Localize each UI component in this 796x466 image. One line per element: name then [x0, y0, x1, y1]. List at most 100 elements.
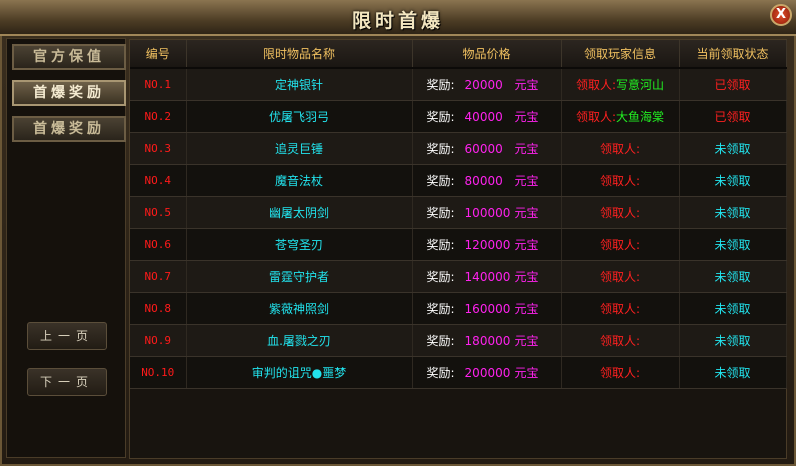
reward-label: 奖励: [426, 205, 455, 220]
price-amount: 20000 [464, 77, 503, 92]
table-row: NO.10 审判的诅咒●噩梦 奖励: 200000 元宝 领取人: 未领取 [130, 356, 787, 389]
table-row: NO.8 紫薇神照剑 奖励: 160000 元宝 领取人: 未领取 [130, 292, 787, 325]
player-cell: 领取人: [561, 292, 680, 325]
price-amount: 120000 [464, 237, 511, 252]
price-cell: 奖励: 100000 元宝 [412, 196, 562, 229]
price-cell: 奖励: 180000 元宝 [412, 324, 562, 357]
price-cell: 奖励: 160000 元宝 [412, 292, 562, 325]
claim-status: 未领取 [679, 356, 787, 389]
receiver-label: 领取人: [599, 333, 641, 348]
currency-label: 元宝 [514, 301, 539, 316]
player-cell: 领取人: [561, 228, 680, 261]
next-page-button[interactable]: 下一页 [27, 368, 107, 396]
dialog-title: 限时首爆 [351, 10, 444, 32]
reward-label: 奖励: [426, 365, 455, 380]
item-name: 紫薇神照剑 [186, 292, 413, 325]
table-row: NO.5 幽屠太阴剑 奖励: 100000 元宝 领取人: 未领取 [130, 196, 787, 229]
price-cell: 奖励: 80000 元宝 [412, 164, 562, 197]
currency-label: 元宝 [514, 269, 539, 284]
row-number: NO.6 [130, 228, 187, 261]
player-cell: 领取人:写意河山 [561, 68, 680, 101]
row-number: NO.7 [130, 260, 187, 293]
item-name: 审判的诅咒●噩梦 [186, 356, 413, 389]
item-name: 魔音法杖 [186, 164, 413, 197]
item-name: 血.屠戮之刃 [186, 324, 413, 357]
receiver-label: 领取人: [599, 141, 641, 156]
receiver-label: 领取人: [599, 173, 641, 188]
row-number: NO.2 [130, 100, 187, 133]
player-cell: 领取人: [561, 260, 680, 293]
currency-label: 元宝 [514, 205, 539, 220]
claim-status: 已领取 [679, 100, 787, 133]
player-name: 写意河山 [616, 77, 665, 92]
item-name: 追灵巨锤 [186, 132, 413, 165]
currency-label: 元宝 [514, 333, 539, 348]
reward-table: 编号 限时物品名称 物品价格 领取玩家信息 当前领取状态 NO.1 定神银针 奖励:… [130, 40, 787, 389]
claim-status: 未领取 [679, 196, 787, 229]
table-row: NO.1 定神银针 奖励: 20000 元宝 领取人:写意河山 已领取 [130, 68, 787, 101]
header-price: 物品价格 [412, 40, 562, 69]
player-cell: 领取人: [561, 196, 680, 229]
table-row: NO.4 魔音法杖 奖励: 80000 元宝 领取人: 未领取 [130, 164, 787, 197]
price-amount: 80000 [464, 173, 503, 188]
price-cell: 奖励: 40000 元宝 [412, 100, 562, 133]
price-amount: 200000 [464, 365, 511, 380]
sidebar: 官方保值 首爆奖励 首爆奖励 上一页 下一页 [6, 38, 126, 458]
price-amount: 100000 [464, 205, 511, 220]
claim-status: 未领取 [679, 228, 787, 261]
claim-status: 已领取 [679, 68, 787, 101]
row-number: NO.3 [130, 132, 187, 165]
close-button[interactable]: X [770, 4, 792, 26]
player-cell: 领取人: [561, 356, 680, 389]
sidebar-tab-official-value[interactable]: 官方保值 [12, 44, 126, 70]
price-amount: 180000 [464, 333, 511, 348]
price-amount: 160000 [464, 301, 511, 316]
row-number: NO.10 [130, 356, 187, 389]
item-name: 定神银针 [186, 68, 413, 101]
item-name: 雷霆守护者 [186, 260, 413, 293]
table-row: NO.6 苍穹圣刃 奖励: 120000 元宝 领取人: 未领取 [130, 228, 787, 261]
currency-label: 元宝 [514, 237, 539, 252]
receiver-label: 领取人: [599, 301, 641, 316]
prev-page-button[interactable]: 上一页 [27, 322, 107, 350]
reward-label: 奖励: [426, 109, 455, 124]
currency-label: 元宝 [514, 365, 539, 380]
header-player-info: 领取玩家信息 [561, 40, 680, 69]
receiver-label: 领取人: [599, 269, 641, 284]
receiver-label: 领取人: [599, 237, 641, 252]
table-row: NO.7 雷霆守护者 奖励: 140000 元宝 领取人: 未领取 [130, 260, 787, 293]
currency-label: 元宝 [514, 173, 539, 188]
receiver-label: 领取人: [599, 365, 641, 380]
reward-label: 奖励: [426, 301, 455, 316]
currency-label: 元宝 [514, 109, 539, 124]
claim-status: 未领取 [679, 324, 787, 357]
price-amount: 40000 [464, 109, 503, 124]
receiver-label: 领取人: [575, 77, 617, 92]
title-bar: 限时首爆 X [0, 0, 796, 36]
price-amount: 60000 [464, 141, 503, 156]
header-status: 当前领取状态 [679, 40, 787, 69]
player-name: 大鱼海棠 [616, 109, 665, 124]
claim-status: 未领取 [679, 164, 787, 197]
row-number: NO.9 [130, 324, 187, 357]
sidebar-tab-first-drop-reward[interactable]: 首爆奖励 [12, 80, 126, 106]
price-cell: 奖励: 20000 元宝 [412, 68, 562, 101]
claim-status: 未领取 [679, 132, 787, 165]
row-number: NO.5 [130, 196, 187, 229]
table-row: NO.3 追灵巨锤 奖励: 60000 元宝 领取人: 未领取 [130, 132, 787, 165]
reward-table-panel: 编号 限时物品名称 物品价格 领取玩家信息 当前领取状态 NO.1 定神银针 奖励:… [129, 39, 787, 459]
row-number: NO.1 [130, 68, 187, 101]
item-name: 优屠飞羽弓 [186, 100, 413, 133]
price-cell: 奖励: 140000 元宝 [412, 260, 562, 293]
reward-label: 奖励: [426, 269, 455, 284]
item-name: 幽屠太阴剑 [186, 196, 413, 229]
reward-label: 奖励: [426, 77, 455, 92]
price-cell: 奖励: 200000 元宝 [412, 356, 562, 389]
price-cell: 奖励: 120000 元宝 [412, 228, 562, 261]
player-cell: 领取人: [561, 324, 680, 357]
player-cell: 领取人: [561, 132, 680, 165]
table-row: NO.2 优屠飞羽弓 奖励: 40000 元宝 领取人:大鱼海棠 已领取 [130, 100, 787, 133]
sidebar-tab-first-drop-reward-2[interactable]: 首爆奖励 [12, 116, 126, 142]
header-item-name: 限时物品名称 [186, 40, 413, 69]
claim-status: 未领取 [679, 260, 787, 293]
